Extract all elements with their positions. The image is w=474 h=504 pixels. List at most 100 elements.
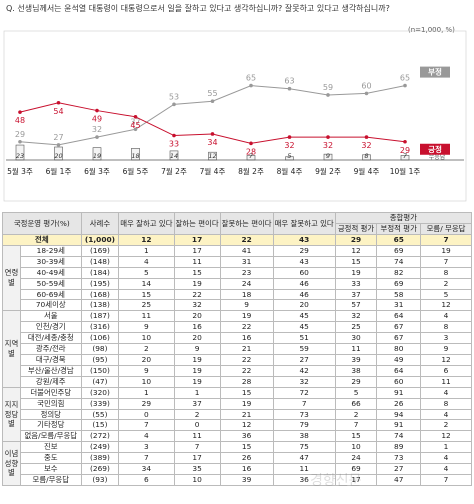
series-value-label: 28 [246, 147, 256, 156]
row-label: 부산/울산/경남 [19, 364, 82, 377]
row-label: 대전/세종/충청 [19, 332, 82, 345]
row-n: (55) [80, 408, 120, 421]
series-value-label: 29 [400, 146, 410, 155]
row-value: 30 [334, 332, 378, 345]
table-body: 전체 (1,000) 12 17 22 43 29 65 7 연령별 18-29세 (169) 1 17 4… [2, 234, 472, 486]
row-n: (269) [80, 463, 120, 475]
row-value: 14 [118, 277, 175, 290]
row-value: 33 [334, 277, 378, 290]
series-point [56, 143, 61, 147]
table-row: 30-39세 (148) 4 11 31 43 15 74 7 [3, 255, 472, 268]
row-value: 12 [420, 353, 472, 366]
row-value: 7 [420, 234, 472, 246]
series-point [326, 93, 330, 97]
series-value-label: 27 [53, 133, 63, 142]
row-value: 8 [420, 266, 472, 279]
row-value: 7 [118, 452, 175, 465]
row-value: 25 [334, 321, 378, 334]
row-label: 없음/모름/무응답 [19, 430, 82, 443]
x-tick-label: 6월 3주 [84, 166, 110, 176]
table-row: 대전/세종/충청 (106) 10 20 16 51 30 67 3 [3, 332, 472, 345]
row-label: 30-39세 [19, 255, 82, 268]
series-point [18, 110, 22, 114]
row-value: 20 [272, 299, 336, 312]
series-point [403, 83, 407, 88]
row-value: 10 [173, 473, 221, 486]
row-value: 19 [173, 353, 221, 366]
row-value: 10 [334, 441, 378, 454]
series-value-label: 32 [361, 141, 371, 150]
series-value-label: 33 [169, 140, 179, 149]
unit-label: (n=1,000, %) [408, 26, 455, 34]
row-value: 67 [376, 332, 422, 345]
row-value: 32 [173, 299, 221, 312]
row-value: 8 [420, 321, 472, 334]
series-value-label: 59 [323, 83, 333, 92]
row-value: 10 [118, 332, 175, 345]
row-value: 0 [173, 419, 221, 432]
row-value: 9 [219, 299, 274, 312]
table-row: 보수 (269) 34 35 16 11 69 27 4 [3, 463, 472, 475]
row-n: (249) [80, 441, 120, 454]
row-value: 9 [173, 343, 221, 355]
row-value: 25 [118, 299, 175, 312]
row-value: 15 [219, 386, 274, 399]
legend-label: 부정 [428, 67, 442, 77]
group-label: 지역별 [2, 310, 21, 388]
row-value: 24 [219, 277, 274, 290]
table-row: 연령별 18-29세 (169) 1 17 41 29 12 69 19 [2, 244, 472, 312]
row-value: 0 [118, 408, 175, 421]
row-value: 27 [272, 353, 336, 366]
row-value: 7 [420, 255, 472, 268]
row-label: 기타정당 [19, 419, 82, 432]
row-n: (106) [80, 332, 120, 345]
row-value: 47 [376, 473, 422, 486]
row-value: 19 [420, 244, 472, 257]
row-value: 46 [272, 288, 336, 301]
table-row: 부산/울산/경남 (150) 9 19 22 42 38 64 6 [3, 364, 472, 377]
row-value: 57 [334, 299, 378, 312]
series-value-label: 48 [15, 116, 25, 125]
row-value: 29 [334, 375, 378, 388]
series-value-label: 65 [246, 74, 256, 83]
series-point [210, 132, 215, 136]
series-value-label: 55 [207, 89, 217, 98]
header-good: 잘하는 편이다 [173, 212, 221, 235]
bar-value-label: 23 [16, 152, 24, 160]
row-n: (320) [80, 386, 120, 399]
series-point [249, 141, 253, 146]
row-n: (98) [80, 343, 120, 355]
series-point [172, 102, 176, 107]
row-value: 2 [118, 343, 175, 355]
row-value: 79 [272, 419, 336, 432]
row-n: (169) [80, 244, 120, 257]
series-point [249, 83, 253, 88]
row-n: (47) [80, 375, 120, 388]
row-value: 36 [219, 430, 274, 443]
row-value: 19 [219, 310, 274, 323]
row-value: 7 [334, 419, 378, 432]
table-row: 이념 성향별 진보 (249) 3 7 15 75 10 89 1 [2, 441, 472, 486]
row-value: 4 [118, 255, 175, 268]
row-value: 58 [376, 288, 422, 301]
row-value: 17 [173, 244, 221, 257]
row-value: 15 [219, 441, 274, 454]
row-value: 24 [334, 452, 378, 465]
series-point [287, 86, 292, 91]
header-positive: 긍정적 평가 [334, 223, 378, 235]
x-tick-label: 10월 1주 [390, 166, 421, 176]
row-value: 65 [376, 234, 422, 246]
row-value: 15 [334, 430, 378, 443]
row-value: 2 [420, 419, 472, 432]
row-value: 4 [420, 463, 472, 475]
row-value: 12 [219, 419, 274, 432]
row-value: 9 [118, 364, 175, 377]
bar-value-label: 5 [287, 152, 291, 160]
x-tick-label: 6월 5주 [123, 166, 149, 176]
row-value: 5 [118, 266, 175, 279]
row-value: 19 [173, 364, 221, 377]
series-point [18, 139, 22, 144]
series-value-label: 34 [207, 138, 217, 147]
row-value: 22 [173, 288, 221, 301]
